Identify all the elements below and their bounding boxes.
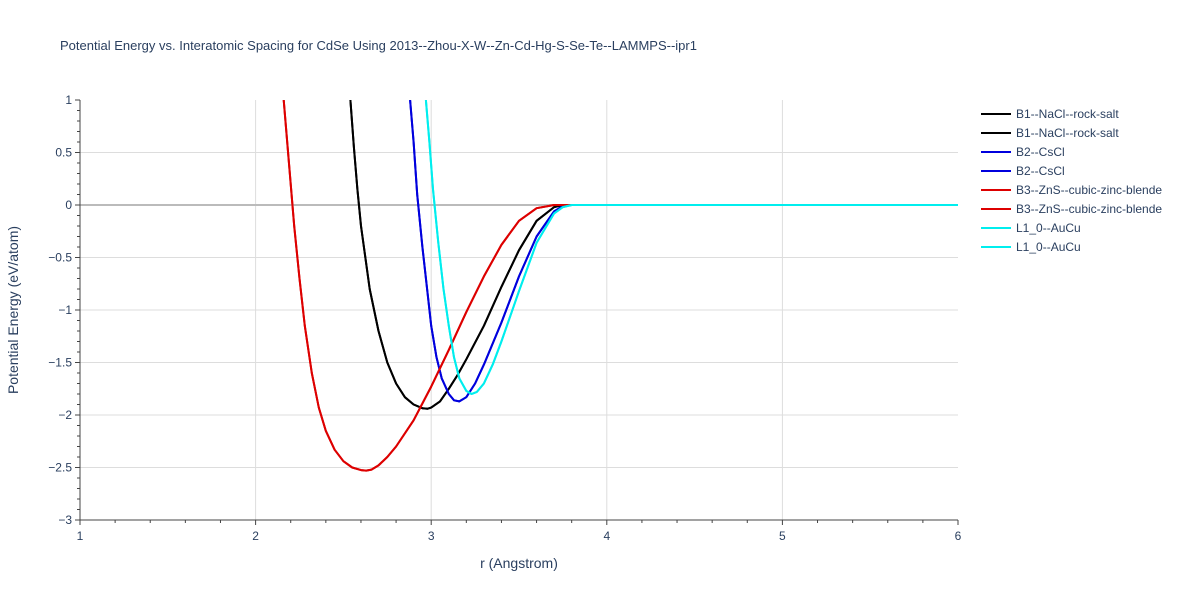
legend-item[interactable]: B2--CsCl [981, 164, 1065, 178]
legend-label: L1_0--AuCu [1016, 221, 1081, 235]
legend-label: B2--CsCl [1016, 164, 1065, 178]
chart-title: Potential Energy vs. Interatomic Spacing… [60, 38, 697, 53]
series-line-5 [282, 100, 958, 472]
x-axis-title: r (Angstrom) [480, 555, 558, 571]
y-tick-label: 0.5 [55, 146, 72, 160]
y-axis-title: Potential Energy (eV/atom) [5, 226, 21, 394]
y-tick-label: −1 [58, 303, 72, 317]
y-tick-label: −0.5 [48, 251, 72, 265]
legend-label: B3--ZnS--cubic-zinc-blende [1016, 202, 1162, 216]
y-tick-label: −2.5 [48, 461, 72, 475]
legend-label: B1--NaCl--rock-salt [1016, 107, 1119, 121]
legend-item[interactable]: B1--NaCl--rock-salt [981, 107, 1119, 121]
y-tick-label: −2 [58, 408, 72, 422]
series-lines [282, 100, 958, 472]
legend-item[interactable]: L1_0--AuCu [981, 221, 1081, 235]
x-tick-label: 6 [955, 529, 962, 543]
legend-item[interactable]: B2--CsCl [981, 145, 1065, 159]
y-tick-label: −1.5 [48, 356, 72, 370]
x-tick-label: 2 [252, 529, 259, 543]
legend-item[interactable]: B1--NaCl--rock-salt [981, 126, 1119, 140]
y-tick-label: 1 [65, 93, 72, 107]
x-tick-label: 4 [603, 529, 610, 543]
grid-lines [80, 100, 958, 520]
legend-item[interactable]: B3--ZnS--cubic-zinc-blende [981, 202, 1162, 216]
legend-item[interactable]: L1_0--AuCu [981, 240, 1081, 254]
legend-item[interactable]: B3--ZnS--cubic-zinc-blende [981, 183, 1162, 197]
legend: B1--NaCl--rock-salt B1--NaCl--rock-salt B2… [981, 107, 1162, 254]
y-tick-label: 0 [65, 198, 72, 212]
legend-label: L1_0--AuCu [1016, 240, 1081, 254]
legend-label: B3--ZnS--cubic-zinc-blende [1016, 183, 1162, 197]
y-tick-label: −3 [58, 513, 72, 527]
legend-label: B2--CsCl [1016, 145, 1065, 159]
legend-label: B1--NaCl--rock-salt [1016, 126, 1119, 140]
x-tick-label: 5 [779, 529, 786, 543]
x-tick-label: 1 [77, 529, 84, 543]
x-tick-label: 3 [428, 529, 435, 543]
axes: 1 2 3 4 5 6 1 0.5 0 −0.5 −1 −1.5 −2 −2.5 −3 [48, 93, 961, 543]
series-line-7 [424, 100, 958, 395]
